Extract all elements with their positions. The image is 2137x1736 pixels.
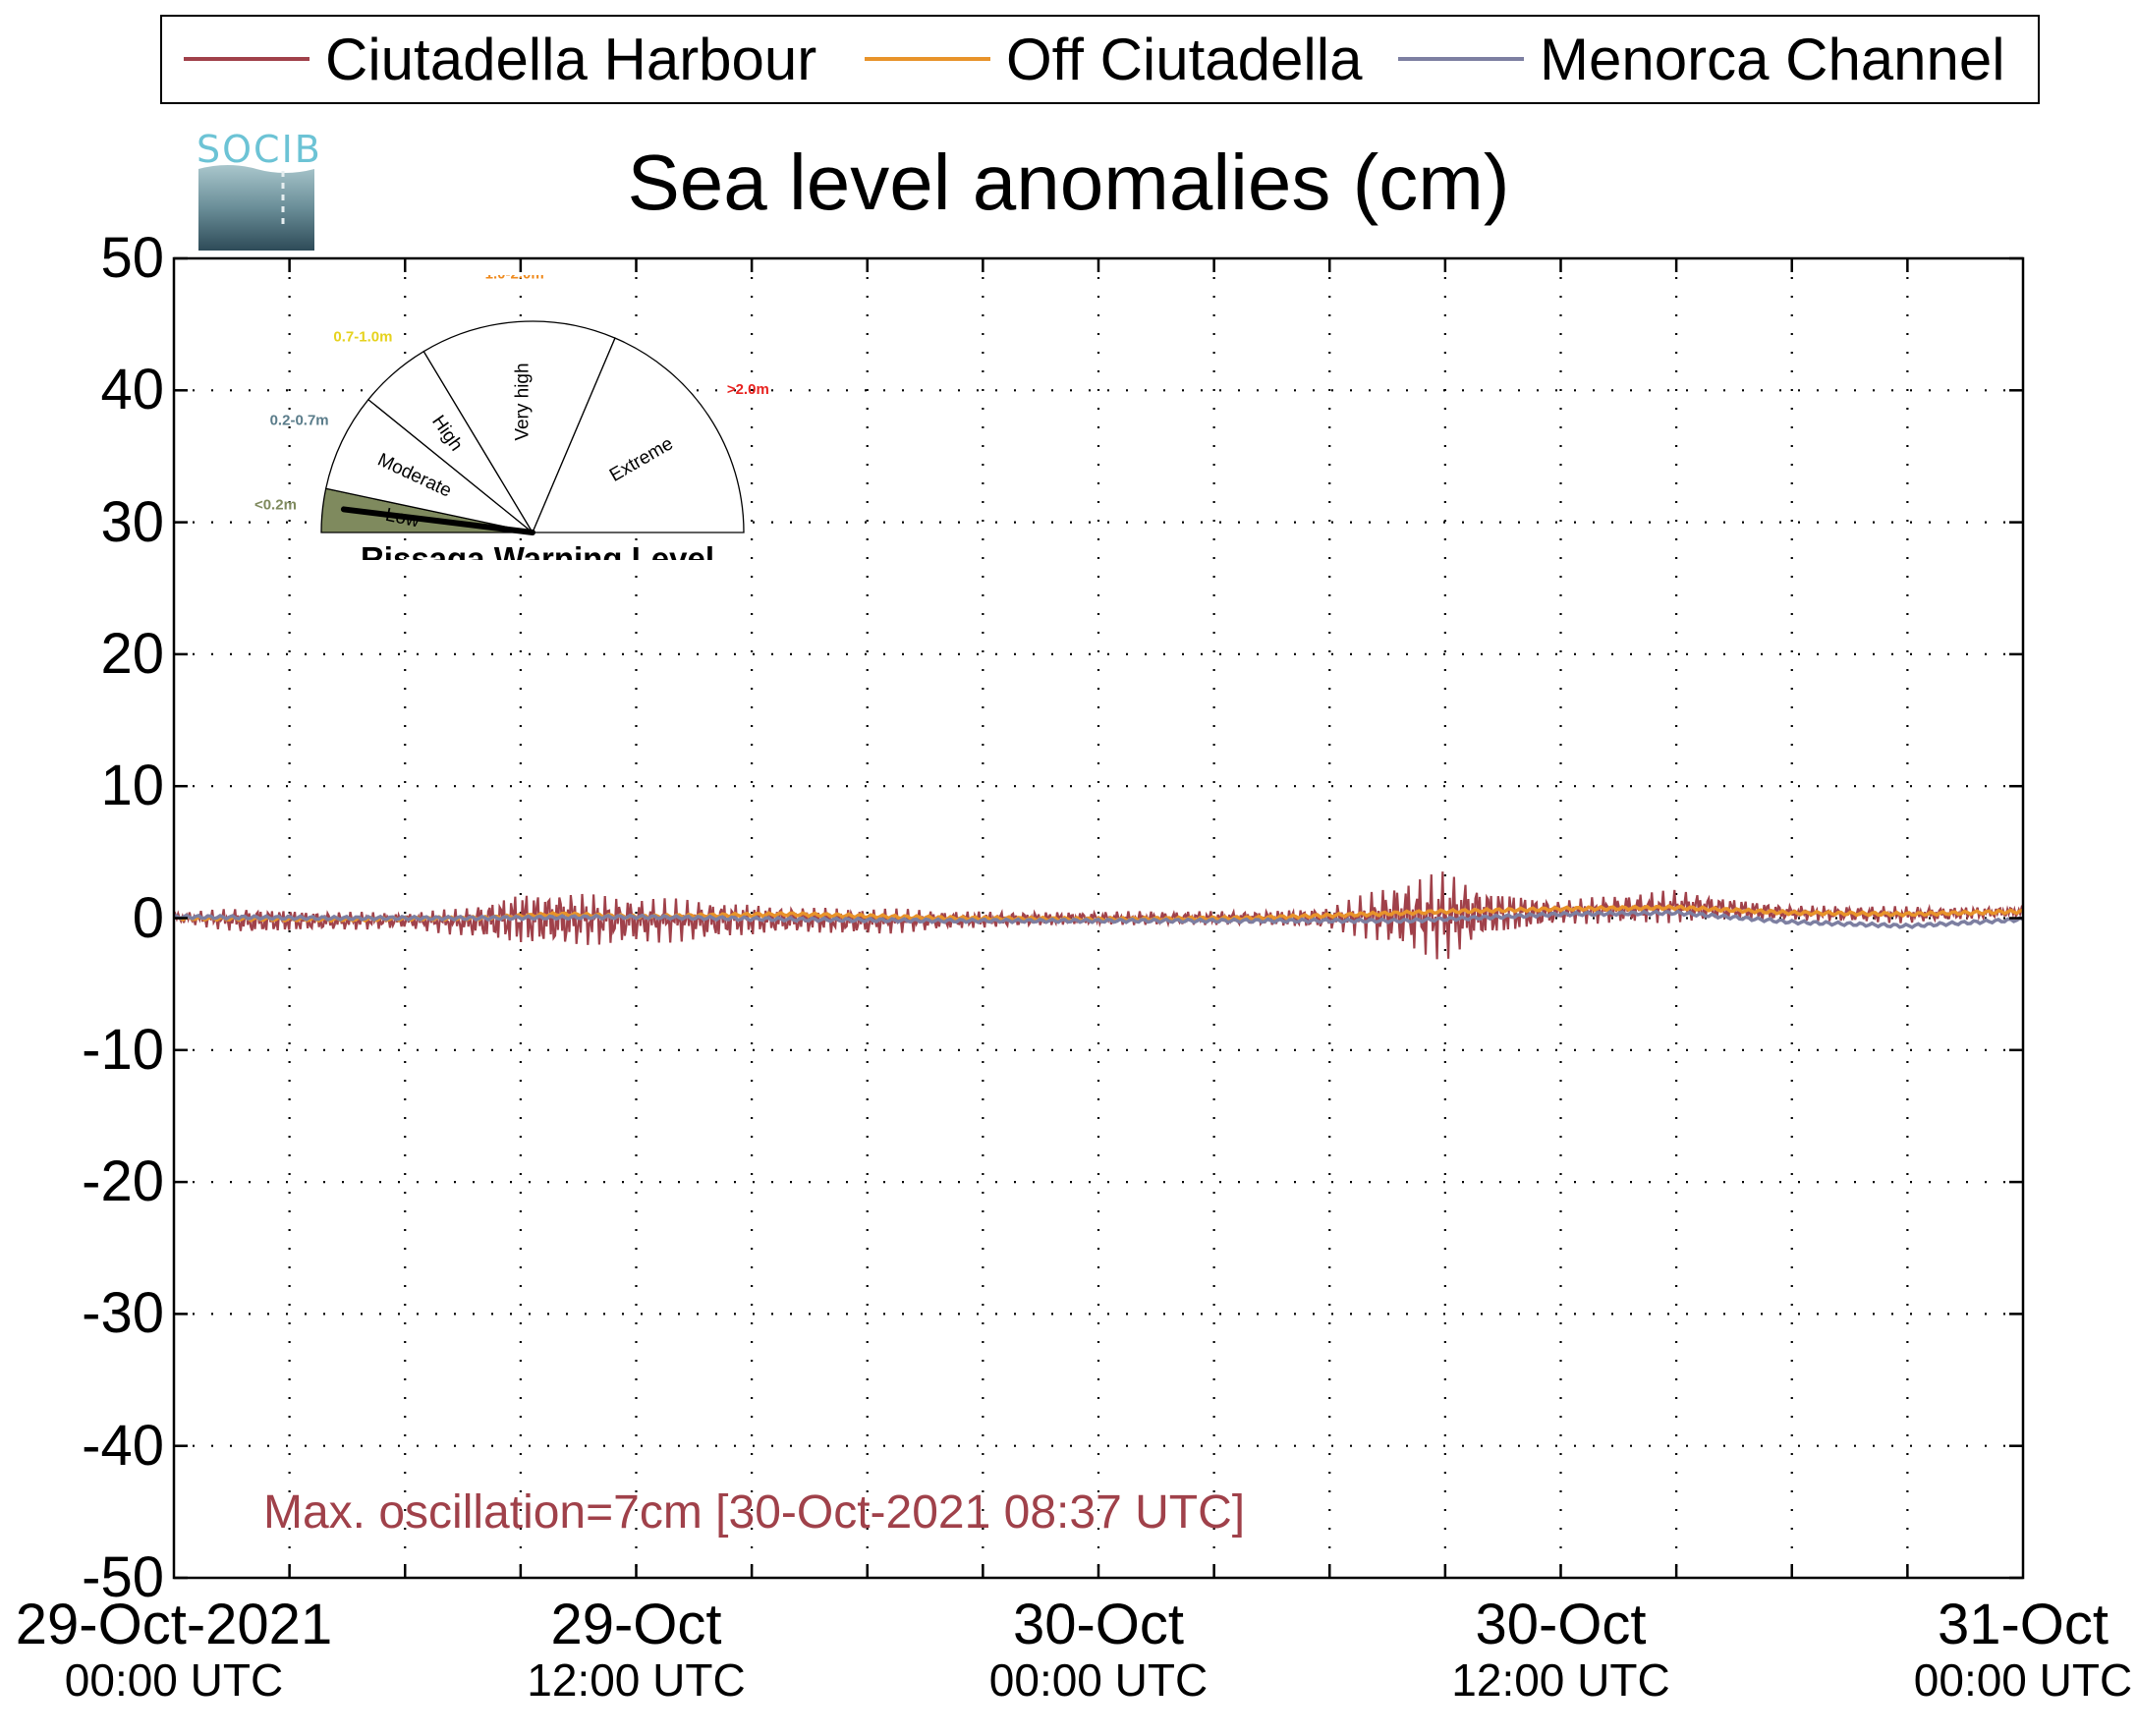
x-tick-date: 29-Oct — [550, 1593, 722, 1656]
x-tick-time: 12:00 UTC — [527, 1654, 746, 1706]
gauge-range-label: >2.0m — [727, 381, 769, 398]
y-tick-label: 20 — [100, 621, 164, 686]
y-tick-label: -30 — [82, 1281, 164, 1346]
x-tick-label: 31-Oct 00:00 UTC — [1827, 1593, 2137, 1707]
x-tick-date: 30-Oct — [1475, 1593, 1647, 1656]
legend-item-ciutadella-harbour: Ciutadella Harbour — [184, 17, 816, 101]
x-tick-label: 29-Oct-2021 00:00 UTC — [0, 1593, 370, 1707]
chart-title: Sea level anomalies (cm) — [627, 139, 1510, 226]
gauge-title: Rissaga Warning Level — [361, 540, 714, 560]
x-tick-label: 30-Oct 12:00 UTC — [1365, 1593, 1758, 1707]
gauge-sector-moderate — [324, 398, 534, 533]
x-tick-label: 29-Oct 12:00 UTC — [440, 1593, 833, 1707]
x-tick-time: 12:00 UTC — [1451, 1654, 1670, 1706]
gauge-range-label: 0.7-1.0m — [333, 328, 392, 345]
y-tick-label: 50 — [100, 226, 164, 290]
y-tick-label: -40 — [82, 1413, 164, 1478]
legend-item-off-ciutadella: Off Ciutadella — [865, 17, 1362, 101]
legend-label-off-ciutadella: Off Ciutadella — [1006, 26, 1363, 92]
x-tick-time: 00:00 UTC — [1913, 1654, 2133, 1706]
x-tick-label: 30-Oct 00:00 UTC — [902, 1593, 1295, 1707]
series-layer — [172, 871, 2024, 960]
tick-layer — [174, 256, 2023, 1580]
socib-logo-text: SOCIB — [197, 128, 322, 171]
series-line-ciutadella-harbour — [172, 871, 2024, 960]
socib-logo-graphic — [198, 165, 314, 251]
x-tick-date: 29-Oct-2021 — [15, 1593, 333, 1656]
legend-swatch-off-ciutadella — [865, 57, 990, 61]
x-tick-date: 30-Oct — [1012, 1593, 1185, 1656]
legend-swatch-menorca-channel — [1398, 57, 1524, 61]
y-tick-label: 10 — [100, 754, 164, 818]
y-tick-label: 0 — [132, 885, 164, 950]
legend-item-menorca-channel: Menorca Channel — [1398, 17, 2005, 101]
y-tick-label: 30 — [100, 489, 164, 554]
legend-label-menorca-channel: Menorca Channel — [1540, 26, 2005, 92]
y-tick-label: 40 — [100, 358, 164, 422]
x-tick-time: 00:00 UTC — [64, 1654, 284, 1706]
socib-logo: SOCIB — [197, 128, 322, 251]
y-tick-label: -50 — [82, 1545, 164, 1609]
gauge-range-label: 1.0-2.0m — [485, 275, 544, 283]
legend-swatch-ciutadella-harbour — [184, 57, 309, 61]
x-tick-time: 00:00 UTC — [988, 1654, 1209, 1706]
gauge-sector-very-high — [422, 320, 616, 534]
x-tick-date: 31-Oct — [1937, 1593, 2109, 1656]
legend: Ciutadella Harbour Off Ciutadella Menorc… — [160, 15, 2040, 104]
legend-label-ciutadella-harbour: Ciutadella Harbour — [325, 26, 817, 92]
gauge-sector-extreme — [532, 337, 745, 533]
y-tick-label: -10 — [82, 1017, 164, 1082]
rissaga-warning-gauge: Low<0.2mModerate0.2-0.7mHigh0.7-1.0mVery… — [254, 275, 769, 560]
gauge-sector-label: Very high — [513, 363, 534, 440]
gauge-range-label: 0.2-0.7m — [270, 413, 329, 429]
series-line-menorca-channel — [173, 909, 2024, 929]
gauge-needle — [340, 506, 535, 535]
y-tick-label: -20 — [82, 1149, 164, 1214]
gauge-range-label: <0.2m — [254, 496, 297, 513]
max-oscillation-annotation: Max. oscillation=7cm [30-Oct-2021 08:37 … — [263, 1486, 1246, 1539]
